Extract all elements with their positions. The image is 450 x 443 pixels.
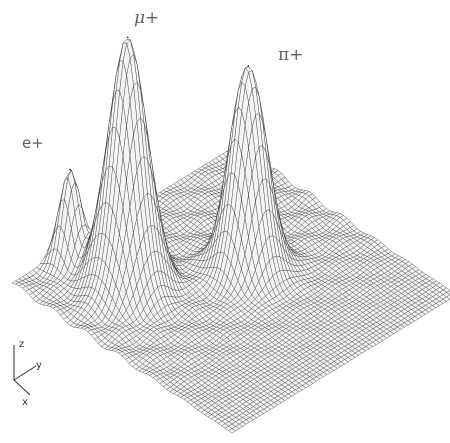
axis-x-line — [13, 379, 31, 396]
axis-x-label: x — [22, 397, 28, 408]
peak-label-mu: μ+ — [134, 8, 160, 28]
peak-label-e: e+ — [22, 134, 44, 152]
peak-apex-2 — [247, 65, 250, 67]
peak-apex-0 — [69, 168, 72, 171]
axis-y-line — [13, 365, 37, 381]
peak-label-pi: π+ — [278, 45, 304, 65]
mesh-cell — [228, 428, 236, 434]
axis-triad — [13, 345, 37, 396]
axis-y-label: y — [36, 360, 42, 371]
axis-z-label: z — [19, 339, 25, 350]
peak-apex-1 — [126, 36, 129, 39]
